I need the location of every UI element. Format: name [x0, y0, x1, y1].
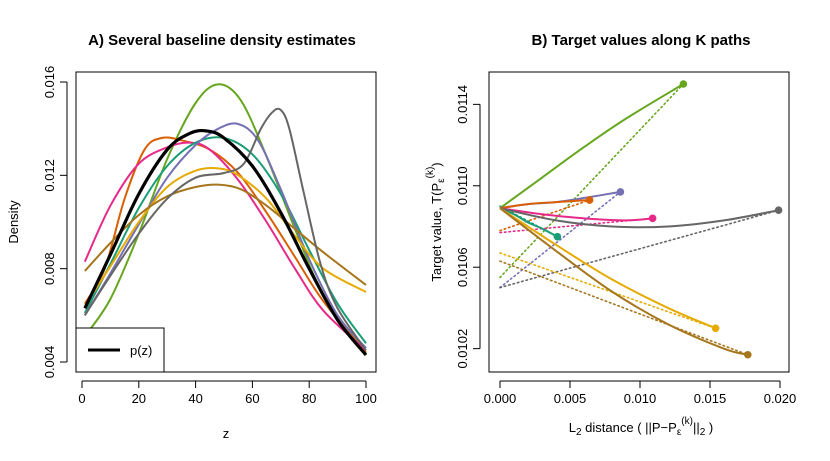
- panel-b-x-tick-label: 0.000: [484, 391, 517, 406]
- tangent-line-green: [499, 83, 685, 279]
- panel-a-plot-frame: [75, 71, 377, 373]
- tangent-line-yellow: [499, 252, 717, 330]
- panel-b-axes: 0.000 0.005 0.010 0.015 0.020 0.0102 0.0106 0.0…: [455, 85, 796, 406]
- target-path-yellow: [499, 207, 716, 330]
- panel-b-title: B) Target values along K paths: [532, 32, 751, 49]
- panel-a-x-tick-label: 20: [132, 391, 146, 406]
- panel-b-x-tick-label: 0.005: [554, 391, 587, 406]
- panel-b-x-label: L2 distance ( ||P−Pε(k)||2 ): [569, 416, 714, 438]
- panel-a-x-tick-label: 100: [355, 391, 377, 406]
- panel-b-x-tick-label: 0.010: [624, 391, 657, 406]
- panel-b-y-tick-label: 0.0106: [455, 247, 470, 287]
- target-path-pink: [499, 207, 653, 222]
- panel-b-y-label: Target value, T(Pε(k)): [425, 162, 447, 281]
- panel-a-y-tick-label: 0.012: [42, 159, 57, 192]
- tangent-line-orange: [499, 199, 591, 232]
- panel-b-series: [499, 80, 783, 359]
- panel-b-x-tick-label: 0.015: [694, 391, 727, 406]
- panel-b: B) Target values along K paths L2 distan…: [425, 32, 796, 438]
- density-line-green: [84, 83, 367, 354]
- panel-b-y-tick-label: 0.0102: [455, 329, 470, 369]
- panel-a-series-clip: [83, 83, 368, 357]
- endpoint-marker-yellow: [711, 324, 720, 333]
- density-line-yellow: [83, 166, 367, 307]
- panel-a-y-tick-label: 0.008: [42, 252, 57, 285]
- panel-a-x-tick-label: 60: [245, 391, 259, 406]
- target-path-green: [499, 83, 684, 209]
- density-line-black: [83, 128, 368, 357]
- legend-label-p-z: p(z): [130, 343, 152, 358]
- panel-a-x-tick-label: 0: [78, 391, 85, 406]
- panel-a: A) Several baseline density estimates z …: [6, 32, 377, 441]
- tangent-line-gray: [499, 209, 780, 289]
- panel-b-x-tick-label: 0.020: [764, 391, 797, 406]
- endpoint-marker-purple: [616, 188, 625, 196]
- panel-a-x-tick-label: 40: [188, 391, 202, 406]
- endpoint-marker-orange: [585, 196, 594, 204]
- target-path-gray: [499, 207, 779, 229]
- tangent-line-brown: [499, 260, 749, 356]
- density-line-brown: [84, 183, 367, 286]
- panel-a-legend: p(z): [75, 327, 165, 373]
- panel-b-y-tick-label: 0.0110: [455, 166, 470, 205]
- density-line-pink: [83, 141, 367, 352]
- panel-b-y-tick-label: 0.0114: [455, 85, 470, 124]
- target-path-brown: [499, 207, 749, 356]
- density-line-gray: [83, 107, 367, 351]
- target-path-orange: [499, 199, 590, 210]
- panel-a-title: A) Several baseline density estimates: [88, 32, 356, 49]
- panel-a-x-tick-label: 80: [302, 391, 316, 406]
- endpoint-marker-pink: [648, 214, 657, 223]
- panel-a-y-label: Density: [6, 200, 21, 244]
- panel-a-y-tick-label: 0.016: [42, 66, 57, 99]
- panel-a-axes: 0 20 40 60 80 100 0.004 0.008 0.012 0.016: [42, 66, 377, 406]
- target-path-teal: [499, 207, 558, 238]
- endpoint-marker-green: [679, 80, 688, 88]
- panel-a-x-label: z: [223, 426, 230, 441]
- tangent-line-purple: [499, 191, 622, 289]
- panel-b-plot-frame: [488, 71, 790, 373]
- endpoint-marker-brown: [744, 350, 752, 359]
- density-line-purple: [83, 122, 367, 349]
- panel-a-y-tick-label: 0.004: [42, 346, 57, 379]
- endpoint-marker-teal: [553, 232, 562, 241]
- endpoint-marker-gray: [774, 206, 783, 215]
- panel-b-series-clip: [499, 80, 783, 359]
- panel-a-series: [83, 83, 368, 357]
